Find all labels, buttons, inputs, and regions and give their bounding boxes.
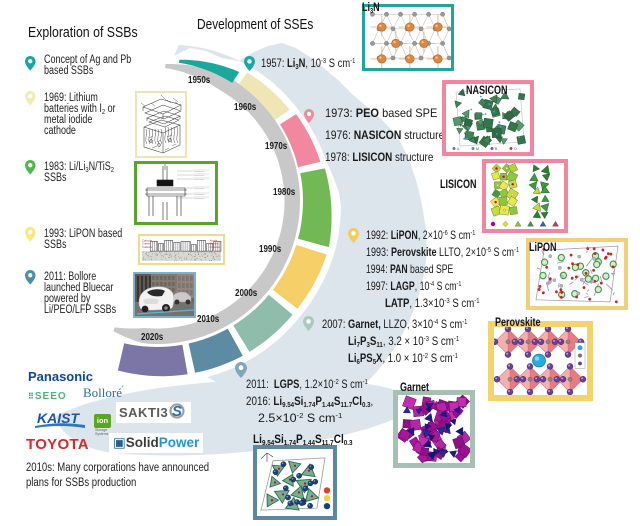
svg-text:Current: Current [142, 242, 151, 246]
svg-text:B: B [495, 147, 498, 151]
svg-text:M: M [476, 147, 479, 151]
svg-text:S: S [172, 403, 182, 419]
svg-text:A: A [457, 147, 460, 151]
svg-text:————: ———— [194, 187, 205, 190]
svg-text:————: ———— [194, 197, 205, 200]
svg-text:O: O [514, 147, 517, 151]
svg-text:Anode: Anode [210, 238, 218, 242]
svg-text:————: ———— [194, 170, 205, 173]
svg-text:Cathode: Cathode [142, 238, 152, 242]
svg-text:————: ———— [194, 178, 205, 181]
svg-text:Collector: Collector [210, 245, 221, 249]
svg-text:Collector: Collector [142, 245, 153, 249]
svg-text:————: ———— [194, 193, 205, 196]
svg-text:Current: Current [210, 242, 219, 246]
svg-text:————: ———— [194, 174, 205, 177]
